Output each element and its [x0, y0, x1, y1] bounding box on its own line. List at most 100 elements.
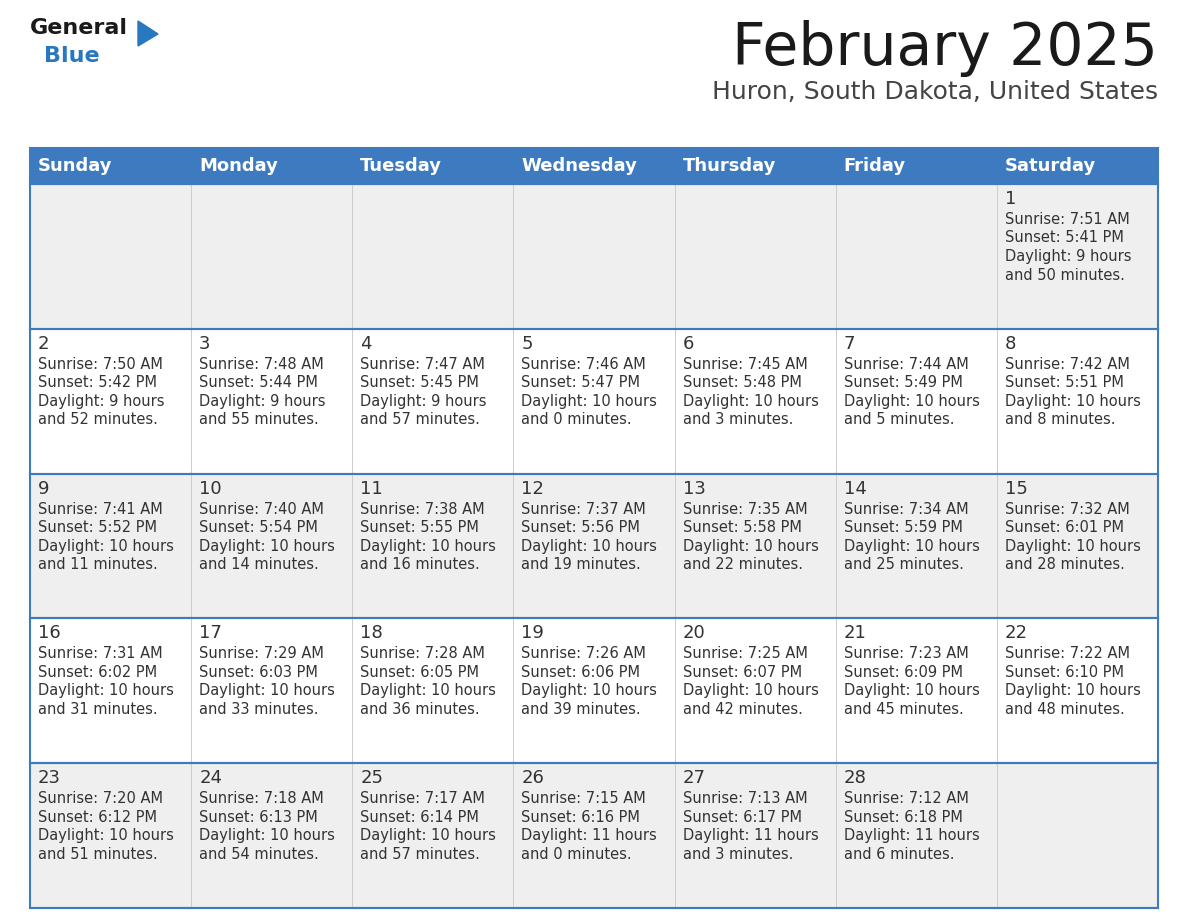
Text: Daylight: 11 hours: Daylight: 11 hours	[522, 828, 657, 844]
Text: 20: 20	[683, 624, 706, 643]
Text: and 50 minutes.: and 50 minutes.	[1005, 267, 1125, 283]
Text: Sunrise: 7:20 AM: Sunrise: 7:20 AM	[38, 791, 163, 806]
Text: Sunset: 5:47 PM: Sunset: 5:47 PM	[522, 375, 640, 390]
Text: and 19 minutes.: and 19 minutes.	[522, 557, 642, 572]
Text: Sunrise: 7:23 AM: Sunrise: 7:23 AM	[843, 646, 968, 661]
Bar	[353, 619, 513, 763]
Text: Sunset: 5:49 PM: Sunset: 5:49 PM	[843, 375, 962, 390]
Text: Sunset: 6:17 PM: Sunset: 6:17 PM	[683, 810, 802, 824]
Bar	[30, 619, 191, 763]
Text: Daylight: 10 hours: Daylight: 10 hours	[522, 683, 657, 699]
Text: Sunrise: 7:37 AM: Sunrise: 7:37 AM	[522, 501, 646, 517]
Text: and 8 minutes.: and 8 minutes.	[1005, 412, 1116, 427]
Text: February 2025: February 2025	[732, 20, 1158, 77]
Text: 14: 14	[843, 479, 866, 498]
Text: Sunrise: 7:32 AM: Sunrise: 7:32 AM	[1005, 501, 1130, 517]
Bar	[997, 619, 1158, 763]
Text: Sunset: 5:56 PM: Sunset: 5:56 PM	[522, 521, 640, 535]
Text: Daylight: 10 hours: Daylight: 10 hours	[843, 539, 980, 554]
Text: Sunset: 6:13 PM: Sunset: 6:13 PM	[200, 810, 318, 824]
Bar	[513, 474, 675, 619]
Text: Sunrise: 7:29 AM: Sunrise: 7:29 AM	[200, 646, 324, 661]
Text: Daylight: 10 hours: Daylight: 10 hours	[683, 539, 819, 554]
Text: Sunset: 6:14 PM: Sunset: 6:14 PM	[360, 810, 479, 824]
Text: 8: 8	[1005, 335, 1016, 353]
Bar	[191, 763, 353, 908]
Bar	[835, 619, 997, 763]
Text: 9: 9	[38, 479, 50, 498]
Text: Sunset: 5:44 PM: Sunset: 5:44 PM	[200, 375, 318, 390]
Text: 12: 12	[522, 479, 544, 498]
Text: 4: 4	[360, 335, 372, 353]
Text: Sunday: Sunday	[38, 157, 113, 175]
Bar	[513, 329, 675, 474]
Bar	[997, 763, 1158, 908]
Bar	[30, 329, 191, 474]
Bar	[191, 184, 353, 329]
Bar	[353, 329, 513, 474]
Text: 27: 27	[683, 769, 706, 788]
Text: Sunset: 6:12 PM: Sunset: 6:12 PM	[38, 810, 157, 824]
Bar	[353, 184, 513, 329]
Text: Daylight: 10 hours: Daylight: 10 hours	[522, 539, 657, 554]
Text: Sunrise: 7:45 AM: Sunrise: 7:45 AM	[683, 357, 808, 372]
Text: and 48 minutes.: and 48 minutes.	[1005, 702, 1125, 717]
Text: Sunset: 5:55 PM: Sunset: 5:55 PM	[360, 521, 479, 535]
Text: Daylight: 11 hours: Daylight: 11 hours	[683, 828, 819, 844]
Text: Sunrise: 7:41 AM: Sunrise: 7:41 AM	[38, 501, 163, 517]
Text: Sunrise: 7:26 AM: Sunrise: 7:26 AM	[522, 646, 646, 661]
Text: and 55 minutes.: and 55 minutes.	[200, 412, 318, 427]
Text: Daylight: 10 hours: Daylight: 10 hours	[38, 539, 173, 554]
Text: and 33 minutes.: and 33 minutes.	[200, 702, 318, 717]
Text: Sunrise: 7:50 AM: Sunrise: 7:50 AM	[38, 357, 163, 372]
Polygon shape	[138, 21, 158, 46]
Bar	[675, 474, 835, 619]
Text: Daylight: 10 hours: Daylight: 10 hours	[360, 828, 497, 844]
Text: Sunrise: 7:51 AM: Sunrise: 7:51 AM	[1005, 212, 1130, 227]
Bar	[191, 474, 353, 619]
Text: Sunset: 6:09 PM: Sunset: 6:09 PM	[843, 665, 962, 680]
Bar	[835, 184, 997, 329]
Text: Sunrise: 7:22 AM: Sunrise: 7:22 AM	[1005, 646, 1130, 661]
Bar	[30, 148, 1158, 184]
Text: and 42 minutes.: and 42 minutes.	[683, 702, 802, 717]
Text: 22: 22	[1005, 624, 1028, 643]
Text: and 16 minutes.: and 16 minutes.	[360, 557, 480, 572]
Bar	[835, 763, 997, 908]
Text: Sunrise: 7:34 AM: Sunrise: 7:34 AM	[843, 501, 968, 517]
Text: Sunset: 5:45 PM: Sunset: 5:45 PM	[360, 375, 479, 390]
Bar	[835, 329, 997, 474]
Text: Daylight: 10 hours: Daylight: 10 hours	[843, 394, 980, 409]
Text: 26: 26	[522, 769, 544, 788]
Text: 28: 28	[843, 769, 866, 788]
Text: and 5 minutes.: and 5 minutes.	[843, 412, 954, 427]
Bar	[675, 619, 835, 763]
Text: Wednesday: Wednesday	[522, 157, 637, 175]
Text: Daylight: 10 hours: Daylight: 10 hours	[522, 394, 657, 409]
Bar	[513, 184, 675, 329]
Text: Sunset: 5:58 PM: Sunset: 5:58 PM	[683, 521, 802, 535]
Text: Sunrise: 7:40 AM: Sunrise: 7:40 AM	[200, 501, 324, 517]
Bar	[997, 184, 1158, 329]
Text: Daylight: 10 hours: Daylight: 10 hours	[1005, 394, 1140, 409]
Bar	[30, 763, 191, 908]
Text: Daylight: 10 hours: Daylight: 10 hours	[360, 539, 497, 554]
Text: Sunrise: 7:17 AM: Sunrise: 7:17 AM	[360, 791, 485, 806]
Text: and 52 minutes.: and 52 minutes.	[38, 412, 158, 427]
Text: Sunrise: 7:42 AM: Sunrise: 7:42 AM	[1005, 357, 1130, 372]
Text: and 0 minutes.: and 0 minutes.	[522, 412, 632, 427]
Text: Sunset: 6:07 PM: Sunset: 6:07 PM	[683, 665, 802, 680]
Text: Sunset: 6:16 PM: Sunset: 6:16 PM	[522, 810, 640, 824]
Text: 16: 16	[38, 624, 61, 643]
Text: 7: 7	[843, 335, 855, 353]
Text: 15: 15	[1005, 479, 1028, 498]
Text: Sunrise: 7:38 AM: Sunrise: 7:38 AM	[360, 501, 485, 517]
Text: Sunset: 5:52 PM: Sunset: 5:52 PM	[38, 521, 157, 535]
Text: Sunset: 5:41 PM: Sunset: 5:41 PM	[1005, 230, 1124, 245]
Text: 10: 10	[200, 479, 222, 498]
Text: Sunset: 5:42 PM: Sunset: 5:42 PM	[38, 375, 157, 390]
Text: Sunset: 6:10 PM: Sunset: 6:10 PM	[1005, 665, 1124, 680]
Text: 3: 3	[200, 335, 210, 353]
Text: and 11 minutes.: and 11 minutes.	[38, 557, 158, 572]
Text: Sunrise: 7:44 AM: Sunrise: 7:44 AM	[843, 357, 968, 372]
